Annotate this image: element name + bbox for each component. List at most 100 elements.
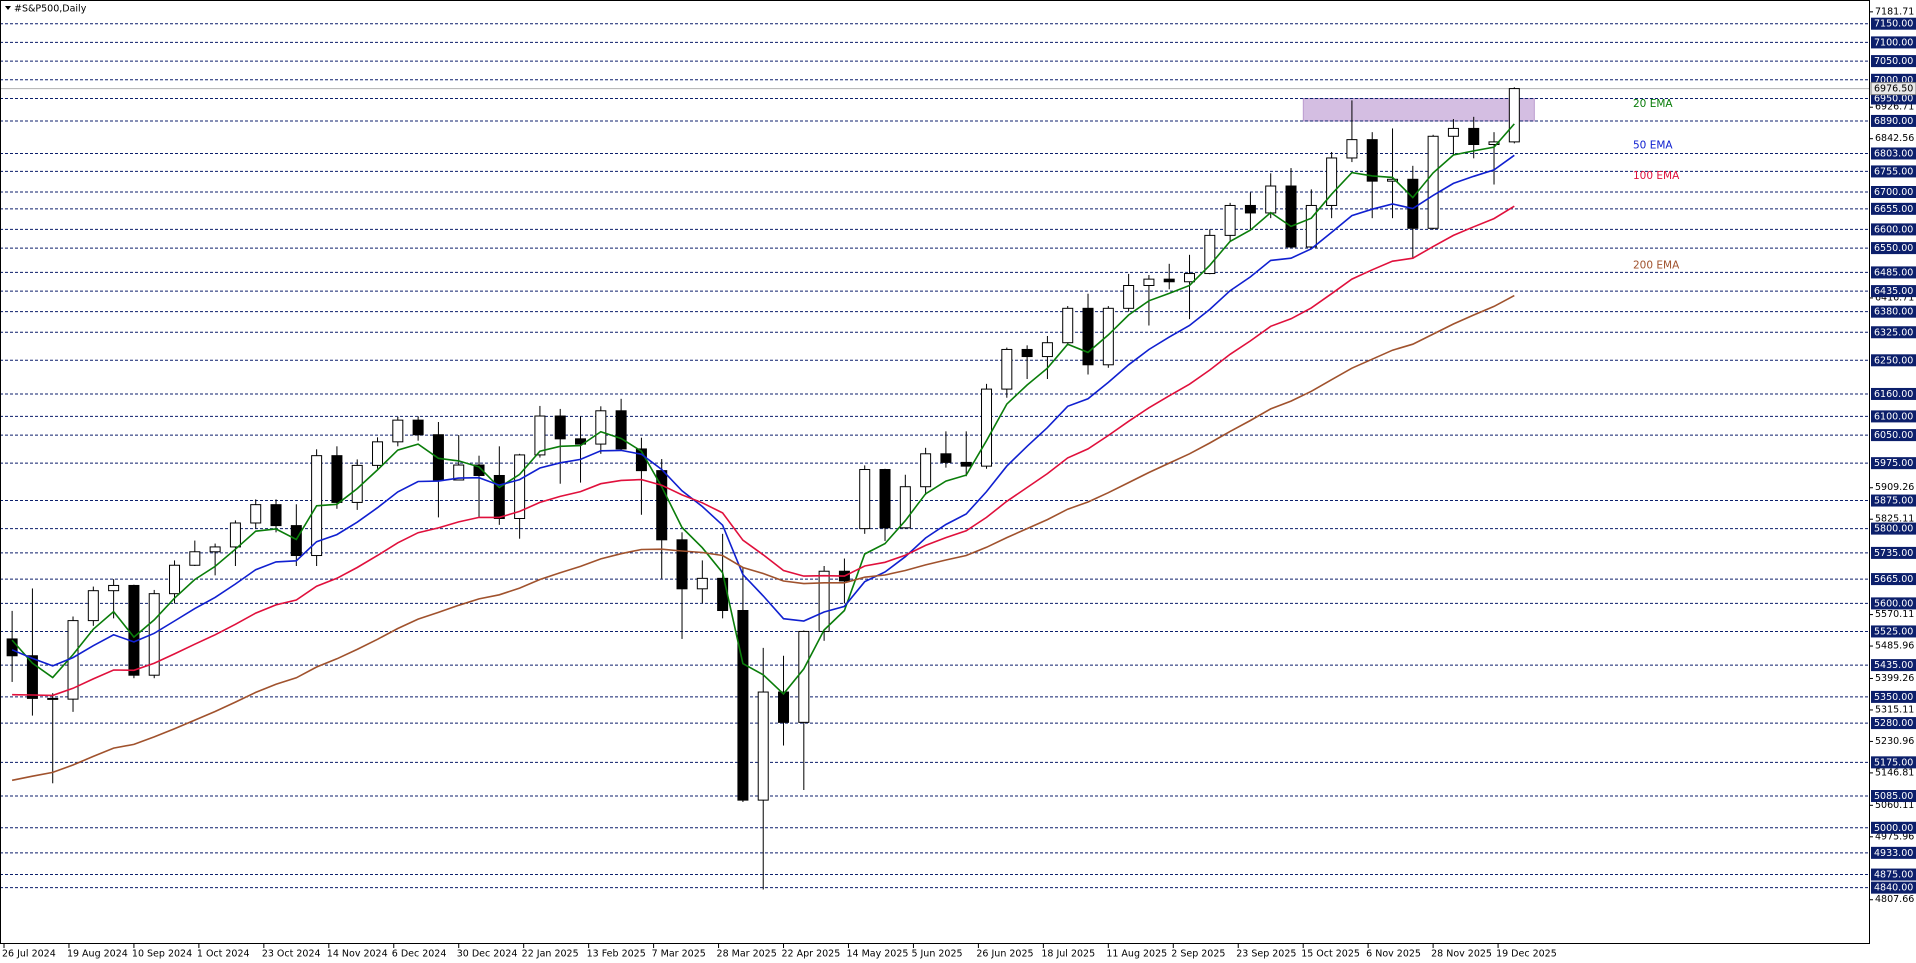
level-label-box — [1871, 756, 1916, 769]
x-tick-label: 30 Dec 2024 — [457, 949, 518, 960]
ema-label: 200 EMA — [1633, 260, 1680, 272]
ema-label: 50 EMA — [1633, 139, 1673, 151]
candle-body — [879, 469, 891, 529]
level-label-box — [1871, 717, 1916, 730]
y-tick-label: 6416.71 — [1875, 292, 1914, 303]
candle-body — [1387, 178, 1399, 182]
y-tick-label: 5825.11 — [1875, 514, 1914, 525]
level-label: 7000.00 — [1874, 75, 1913, 86]
candle-body — [412, 419, 424, 436]
candle-body — [1123, 285, 1135, 309]
x-tick-label: 14 Nov 2024 — [327, 949, 388, 960]
level-label-box — [1871, 266, 1916, 279]
level-label: 6250.00 — [1874, 355, 1913, 366]
x-tick-label: 22 Apr 2025 — [782, 949, 841, 960]
level-label: 6803.00 — [1874, 148, 1913, 159]
level-label-box — [1871, 846, 1916, 859]
x-tick-label: 26 Jun 2025 — [976, 949, 1033, 960]
y-tick-label: 6842.56 — [1875, 133, 1914, 144]
level-label-box — [1871, 186, 1916, 198]
candle-body — [818, 570, 830, 632]
last-price-box — [1870, 82, 1916, 96]
candle-body — [473, 464, 485, 476]
level-label-box — [1871, 410, 1916, 423]
candle-body — [514, 454, 526, 520]
level-label: 5350.00 — [1874, 692, 1913, 703]
level-label-box — [1871, 354, 1916, 367]
candle-body — [1366, 139, 1378, 182]
level-label-box — [1871, 659, 1916, 672]
level-label-box — [1871, 457, 1916, 470]
y-tick-label: 6926.71 — [1875, 102, 1914, 113]
level-label-box — [1871, 625, 1916, 638]
y-tick-label: 5399.26 — [1875, 673, 1914, 684]
candle-body — [1488, 141, 1500, 146]
x-tick-label: 5 Jun 2025 — [911, 949, 962, 960]
level-label: 5175.00 — [1874, 757, 1913, 768]
candle-body — [1143, 278, 1155, 286]
title-triangle — [5, 6, 11, 10]
level-label-box — [1871, 790, 1916, 803]
candle-body — [1102, 307, 1114, 366]
level-label-box — [1871, 92, 1916, 105]
candle-body — [778, 691, 790, 723]
candle-body — [47, 697, 59, 700]
ema-layer: 20 EMA 50 EMA 100 EMA 200 EMA — [11, 98, 1680, 782]
candle-layer — [6, 87, 1520, 890]
candle-body — [798, 630, 810, 723]
level-label: 5800.00 — [1874, 524, 1913, 535]
x-tick-label: 28 Mar 2025 — [717, 949, 777, 960]
level-label-box — [1871, 522, 1916, 535]
x-tick-label: 14 May 2025 — [846, 949, 908, 960]
candle-body — [1508, 88, 1520, 143]
level-label: 6550.00 — [1874, 243, 1913, 254]
candle-body — [87, 590, 99, 622]
y-tick-label: 4807.66 — [1875, 894, 1914, 905]
candle-body — [108, 584, 120, 592]
level-label: 4875.00 — [1874, 870, 1913, 881]
x-tick-label: 1 Oct 2024 — [197, 949, 250, 960]
level-label-box — [1871, 55, 1916, 68]
candle-body — [372, 441, 384, 466]
level-label-box — [1871, 305, 1916, 318]
level-label-box — [1871, 147, 1916, 160]
level-label: 5600.00 — [1874, 598, 1913, 609]
level-label-box — [1871, 429, 1916, 442]
level-label: 6435.00 — [1874, 286, 1913, 297]
candle-body — [1407, 178, 1419, 229]
level-label-box — [1871, 17, 1916, 30]
level-label: 5085.00 — [1874, 791, 1913, 802]
candle-body — [1021, 348, 1033, 358]
level-label-box — [1871, 821, 1916, 834]
x-tick-label: 7 Mar 2025 — [652, 949, 706, 960]
level-label: 6160.00 — [1874, 389, 1913, 400]
candle-body — [757, 691, 769, 801]
candle-body — [1346, 139, 1358, 159]
level-label: 5735.00 — [1874, 548, 1913, 559]
x-tick-label: 19 Dec 2025 — [1496, 949, 1557, 960]
y-tick-label: 5909.26 — [1875, 482, 1914, 493]
level-label: 5525.00 — [1874, 626, 1913, 637]
x-tick-label: 26 Jul 2024 — [2, 949, 56, 960]
level-label: 4840.00 — [1874, 883, 1913, 894]
level-label-box — [1871, 36, 1916, 49]
y-tick-label: 5060.11 — [1875, 800, 1914, 811]
level-label-box — [1871, 285, 1916, 298]
y-tick-label: 7181.71 — [1875, 6, 1914, 17]
candle-body — [392, 419, 404, 443]
level-label: 7150.00 — [1874, 19, 1913, 30]
candle-body — [453, 464, 465, 481]
candle-body — [1001, 348, 1013, 390]
x-tick-label: 22 Jan 2025 — [522, 949, 579, 960]
x-tick-label: 6 Nov 2025 — [1366, 949, 1421, 960]
candle-body — [1224, 204, 1236, 236]
candle-body — [960, 461, 972, 467]
candle-body — [250, 504, 262, 524]
x-tick-label: 23 Sep 2025 — [1236, 949, 1296, 960]
candle-body — [920, 453, 932, 488]
x-tick-label: 23 Oct 2024 — [262, 949, 321, 960]
level-label: 5280.00 — [1874, 718, 1913, 729]
last-price-label: 6976.50 — [1874, 84, 1913, 95]
x-tick-label: 2 Sep 2025 — [1171, 949, 1225, 960]
